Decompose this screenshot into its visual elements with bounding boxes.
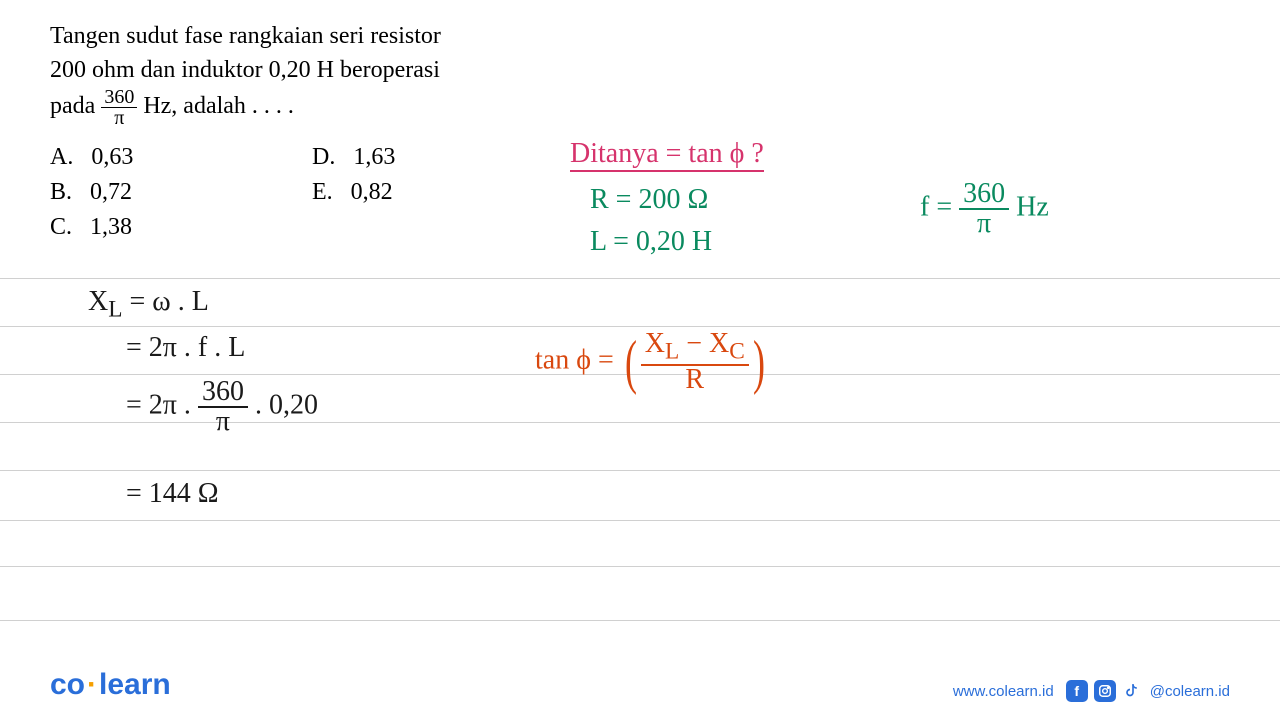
xl-eq-line1: XL = ω . L [88, 286, 209, 324]
social-handle: @colearn.id [1150, 683, 1230, 700]
options-column2: D. 1,63 E. 0,82 [312, 144, 395, 214]
given-l: L = 0,20 H [590, 226, 712, 258]
colearn-logo: co·learn [50, 668, 171, 702]
given-f: f = 360 π Hz [920, 180, 1049, 238]
option-b: B. 0,72 [50, 179, 133, 206]
given-r: R = 200 Ω [590, 184, 708, 216]
footer: co·learn www.colearn.id f @colearn.id [50, 668, 1230, 702]
option-d: D. 1,63 [312, 144, 395, 171]
ditanya-heading: Ditanya = tan ϕ ? [570, 138, 764, 170]
xl-eq-line3: = 2π . 360 π . 0,20 [126, 378, 318, 436]
question-line3: pada 360 π Hz, adalah . . . . [50, 87, 490, 128]
social-icons: f @colearn.id [1066, 680, 1230, 702]
xl-eq-line4: = 144 Ω [126, 478, 219, 510]
logo-dot-icon: · [87, 668, 97, 701]
question-line2: 200 ohm dan induktor 0,20 H beroperasi [50, 54, 490, 88]
facebook-icon: f [1066, 680, 1088, 702]
question-text: Tangen sudut fase rangkaian seri resisto… [50, 20, 490, 128]
answer-options: A. 0,63 B. 0,72 C. 1,38 D. 1,63 E. 0,82 [50, 144, 133, 249]
tan-phi-formula: tan ϕ = ( XL − XC R ) [535, 330, 769, 394]
instagram-icon [1094, 680, 1116, 702]
footer-right: www.colearn.id f @colearn.id [953, 680, 1230, 702]
option-e: E. 0,82 [312, 179, 395, 206]
question-fraction: 360 π [101, 87, 137, 128]
question-line1: Tangen sudut fase rangkaian seri resisto… [50, 20, 490, 54]
tiktok-icon [1122, 680, 1144, 702]
option-c: C. 1,38 [50, 214, 133, 241]
option-a: A. 0,63 [50, 144, 133, 171]
xl-eq-line2: = 2π . f . L [126, 332, 245, 364]
website-url: www.colearn.id [953, 683, 1054, 700]
